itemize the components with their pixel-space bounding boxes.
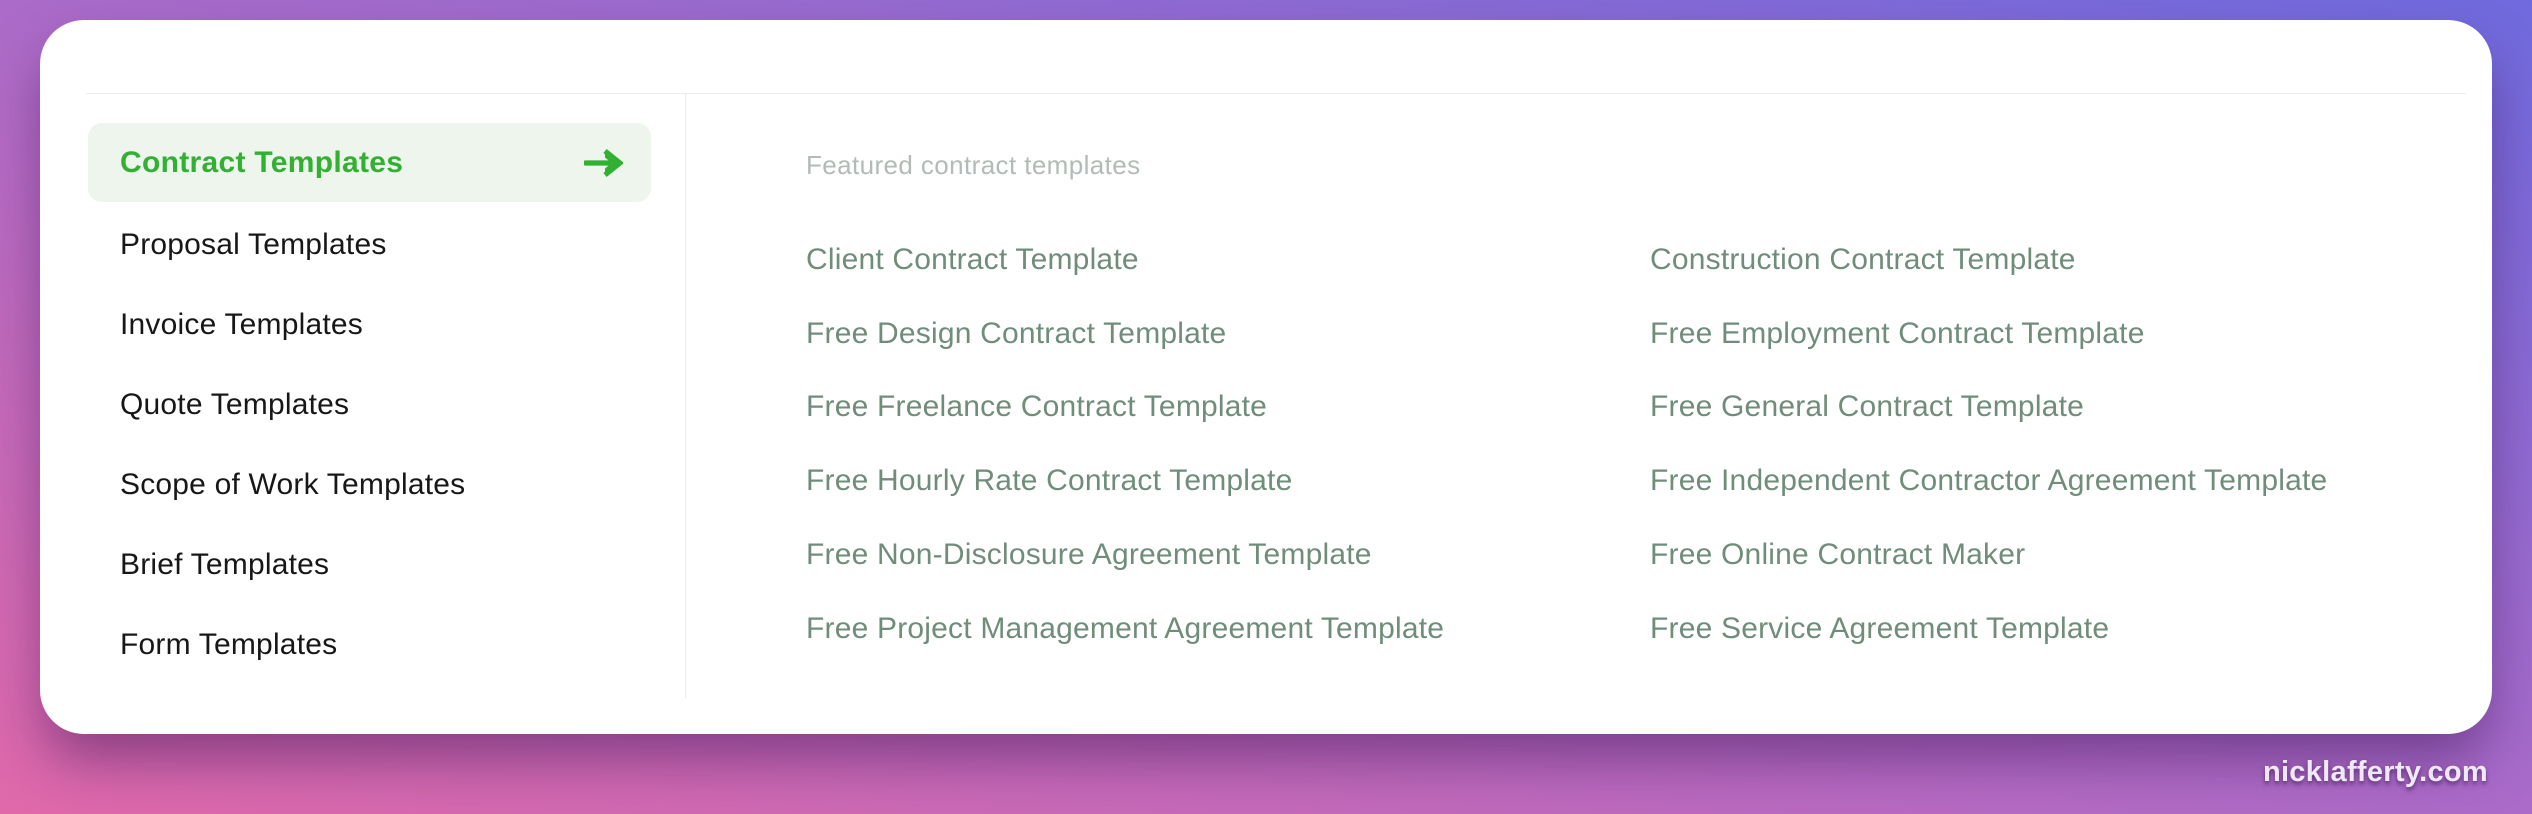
mega-menu-panel: Contract Templates Proposal Templates In…	[40, 20, 2492, 734]
sidebar-item-label: Contract Templates	[120, 145, 404, 179]
sidebar-item-invoice-templates[interactable]: Invoice Templates	[120, 308, 363, 341]
watermark-text: nicklafferty.com	[2262, 756, 2488, 788]
link-free-independent-contractor-agreement-template[interactable]: Free Independent Contractor Agreement Te…	[1650, 464, 2328, 498]
link-construction-contract-template[interactable]: Construction Contract Template	[1650, 242, 2076, 276]
arrow-right-icon	[581, 148, 623, 178]
link-free-non-disclosure-agreement-template[interactable]: Free Non-Disclosure Agreement Template	[806, 538, 1372, 572]
link-free-project-management-agreement-template[interactable]: Free Project Management Agreement Templa…	[806, 611, 1445, 645]
templates-sidebar: Contract Templates Proposal Templates In…	[40, 94, 686, 698]
link-free-hourly-rate-contract-template[interactable]: Free Hourly Rate Contract Template	[806, 464, 1293, 498]
sidebar-item-proposal-templates[interactable]: Proposal Templates	[120, 228, 387, 261]
sidebar-item-quote-templates[interactable]: Quote Templates	[120, 388, 350, 421]
link-client-contract-template[interactable]: Client Contract Template	[806, 242, 1139, 276]
link-free-general-contract-template[interactable]: Free General Contract Template	[1650, 390, 2084, 424]
link-free-online-contract-maker[interactable]: Free Online Contract Maker	[1650, 538, 2026, 572]
link-free-employment-contract-template[interactable]: Free Employment Contract Template	[1650, 316, 2145, 350]
sidebar-item-form-templates[interactable]: Form Templates	[120, 628, 338, 661]
sidebar-item-brief-templates[interactable]: Brief Templates	[120, 548, 330, 581]
sidebar-menu-list: Proposal Templates Invoice Templates Quo…	[88, 205, 685, 685]
sidebar-item-scope-of-work-templates[interactable]: Scope of Work Templates	[120, 468, 466, 501]
featured-heading: Featured contract templates	[806, 150, 1141, 180]
sidebar-item-contract-templates[interactable]: Contract Templates	[88, 123, 651, 202]
link-free-service-agreement-template[interactable]: Free Service Agreement Template	[1650, 611, 2110, 645]
top-divider	[86, 93, 2466, 94]
link-free-design-contract-template[interactable]: Free Design Contract Template	[806, 316, 1227, 350]
featured-templates-section: Featured contract templates Client Contr…	[687, 94, 2492, 698]
featured-links-grid: Client Contract Template Free Design Con…	[806, 223, 2492, 666]
link-free-freelance-contract-template[interactable]: Free Freelance Contract Template	[806, 390, 1268, 424]
